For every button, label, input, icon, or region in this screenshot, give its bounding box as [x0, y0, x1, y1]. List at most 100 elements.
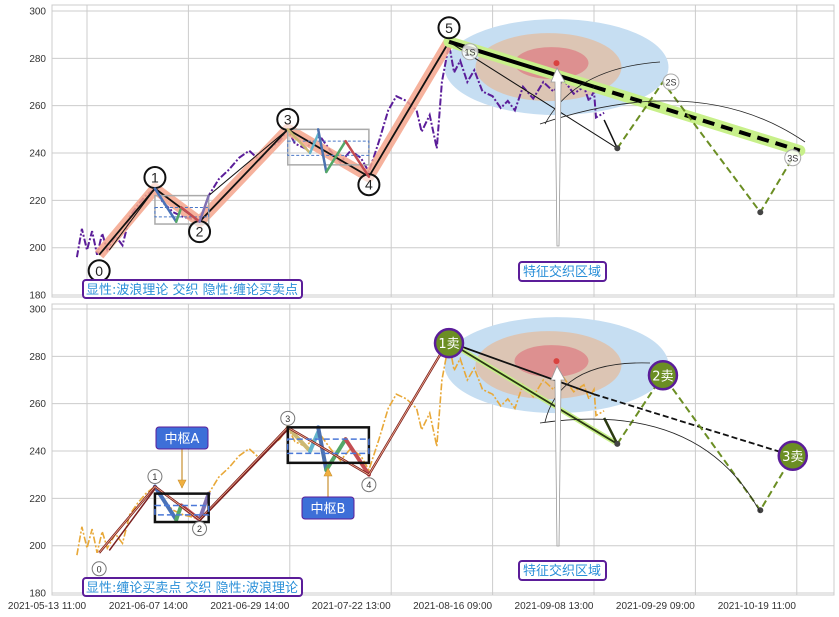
y-tick-label: 180	[29, 291, 46, 302]
channel-line	[208, 128, 289, 197]
y-tick-label: 220	[29, 494, 46, 505]
sell-point-marker	[777, 440, 808, 472]
projection-marker-label: 1S	[464, 47, 475, 57]
wave-marker-label: 2	[197, 524, 202, 534]
sub-wave-segment	[286, 128, 312, 155]
zone-label-text: 特征交织区域	[523, 563, 601, 579]
projection-thin-line	[448, 41, 618, 149]
channel-line	[108, 188, 156, 251]
wave-marker-label: 1	[151, 170, 159, 186]
projection-marker-circle	[461, 43, 479, 61]
y-tick-label: 200	[29, 541, 46, 552]
arc-line	[544, 61, 661, 125]
wave-line-inner	[98, 339, 450, 554]
wave-marker-circle	[357, 173, 381, 197]
y-tick-label: 280	[29, 352, 46, 363]
sell-trendline-dashed	[593, 393, 794, 457]
sub-wave-segment	[344, 139, 371, 178]
projection-point	[757, 507, 764, 514]
wave-marker-circle	[147, 469, 163, 485]
y-tick-label: 200	[29, 243, 46, 254]
wave-marker-circle	[192, 521, 208, 537]
zhongshu-label: 中枢B	[311, 502, 346, 517]
zhongshu-label-box	[155, 426, 209, 450]
legend-box-text: 显性:缠论买卖点 交织 隐性:波浪理论	[86, 580, 298, 596]
projection-point	[757, 209, 764, 216]
wave-marker-label: 3	[284, 111, 292, 127]
zhongshu-label-box	[301, 496, 355, 520]
zhongshu-inner-box	[287, 140, 370, 156]
y-tick-label: 300	[29, 7, 46, 18]
sell-point-marker	[647, 360, 679, 391]
trendline-dashed	[593, 84, 801, 153]
legend-box-text: 显性:波浪理论 交织 隐性:缠论买卖点	[86, 282, 298, 298]
wave-line	[98, 41, 450, 256]
x-tick-label: 2021-07-22 13:00	[312, 601, 391, 612]
y-tick-label: 180	[29, 589, 46, 600]
sub-wave-segment	[316, 128, 328, 174]
arc-line	[544, 362, 651, 423]
wave-marker-circle	[91, 561, 107, 577]
sub-wave-segment	[153, 187, 178, 223]
y-tick-label: 300	[29, 305, 46, 316]
projection-marker-circle	[784, 149, 802, 167]
wave-marker-label: 3	[285, 414, 290, 424]
wave-marker-label: 2	[196, 224, 204, 240]
zone-inner-ellipse	[514, 345, 589, 378]
y-tick-label: 220	[29, 196, 46, 207]
y-tick-label: 260	[29, 399, 46, 410]
y-tick-label: 260	[29, 101, 46, 112]
arrow-head-icon	[323, 467, 333, 477]
sub-wave-segment	[308, 132, 320, 155]
wave-marker-label: 0	[97, 564, 102, 574]
wave-marker-label: 5	[445, 20, 453, 36]
zone-center-point	[553, 358, 560, 365]
arrow-head-icon	[177, 479, 187, 489]
annotation-arrow	[550, 365, 566, 547]
wave-marker-label: 1	[152, 472, 157, 482]
zhongshu-inner-box	[287, 438, 370, 455]
y-tick-label: 240	[29, 447, 46, 458]
projection-point	[614, 145, 621, 152]
sub-wave-segment	[180, 206, 201, 223]
arc-line	[539, 100, 806, 143]
sell-point-label: 3卖	[782, 450, 803, 465]
wave-marker-circle	[361, 477, 377, 493]
x-tick-label: 2021-06-29 14:00	[210, 601, 289, 612]
sub-wave-segment	[174, 206, 183, 223]
projection-marker-label: 3S	[787, 153, 798, 163]
projection-dashed-line	[616, 373, 794, 513]
sub-wave-segment	[174, 503, 184, 522]
wave-marker-circle	[280, 410, 296, 426]
zone-center-point	[553, 60, 560, 67]
zhongshu-label: 中枢A	[165, 432, 200, 447]
x-tick-label: 2021-10-19 11:00	[718, 601, 797, 612]
sell-trendline-solid	[448, 341, 595, 396]
projection-marker-circle	[662, 73, 680, 91]
projection-thin-line	[603, 119, 619, 149]
y-tick-label: 240	[29, 149, 46, 160]
legend-box	[82, 279, 303, 299]
zhongshu-inner-box	[154, 504, 210, 516]
x-tick-label: 2021-06-07 14:00	[109, 601, 188, 612]
sell-line	[448, 341, 618, 445]
y-tick-label: 280	[29, 54, 46, 65]
wave-marker-label: 4	[365, 177, 373, 193]
zone-label-box	[518, 560, 607, 581]
wave-marker-circle	[437, 16, 461, 40]
channel-line	[108, 488, 156, 551]
x-tick-label: 2021-09-08 13:00	[515, 601, 594, 612]
sell-line	[603, 417, 619, 445]
legend-box	[82, 577, 303, 597]
sub-wave-segment	[152, 484, 179, 522]
sub-wave-segment	[197, 491, 211, 522]
sell-point-label: 2卖	[652, 369, 673, 384]
x-tick-label: 2021-05-13 11:00	[8, 601, 87, 612]
projection-marker-label: 2S	[665, 78, 676, 88]
sub-wave-segment	[198, 194, 210, 223]
price-series-line	[76, 341, 605, 556]
zone-label-box	[518, 261, 607, 282]
channel-line	[198, 429, 289, 523]
wave-marker-label: 0	[95, 263, 103, 279]
